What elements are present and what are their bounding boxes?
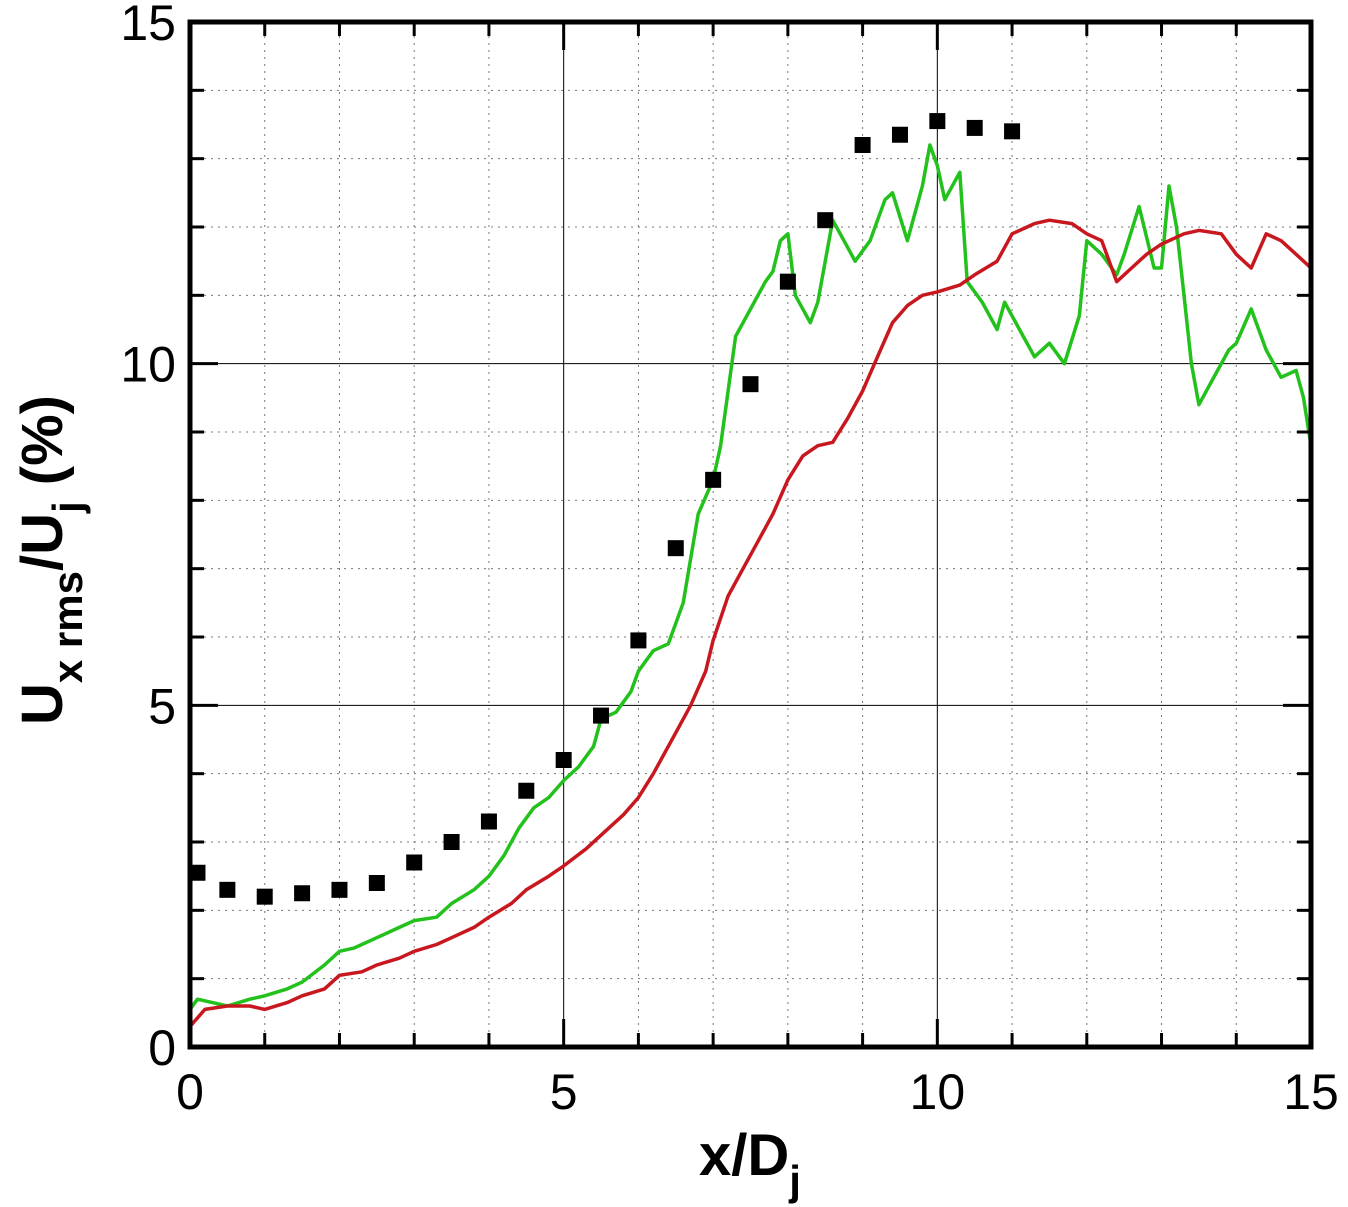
y-tick-label: 5 — [148, 678, 176, 734]
data-point-marker — [518, 782, 535, 799]
plot-frame — [187, 19, 1314, 1050]
y-axis-title-u1: U — [10, 683, 75, 725]
data-point-marker — [593, 707, 610, 724]
y-axis-title-sub1: x rms — [44, 571, 91, 683]
data-point-marker — [443, 834, 460, 850]
data-point-marker — [331, 881, 348, 898]
series-line-1 — [188, 143, 1313, 1011]
x-tick-label: 10 — [910, 1064, 966, 1120]
data-point-marker — [742, 376, 759, 393]
y-axis-title-mid: /U — [10, 513, 75, 571]
series-layer — [188, 113, 1313, 1028]
data-point-marker — [219, 881, 236, 898]
y-tick-label: 10 — [120, 337, 176, 393]
data-point-marker — [854, 137, 871, 153]
x-axis-title-sub: j — [788, 1157, 801, 1204]
data-point-marker — [779, 273, 796, 290]
series-line-2 — [188, 218, 1313, 1028]
data-point-marker — [480, 813, 497, 830]
major-grid — [190, 22, 1311, 1047]
data-point-marker — [1004, 123, 1021, 140]
y-axis-title: Ux rms/Uj (%) — [10, 395, 91, 725]
data-point-marker — [406, 854, 423, 871]
minor-grid — [190, 22, 1311, 1047]
data-point-marker — [630, 632, 647, 649]
data-point-marker — [189, 864, 206, 881]
y-axis-title-sub2: j — [44, 501, 91, 514]
data-point-marker — [929, 113, 946, 130]
data-point-marker — [966, 119, 983, 136]
data-point-marker — [667, 540, 684, 557]
tick-labels: 0 5 10 15 0 5 10 15 — [120, 0, 1338, 1120]
data-point-marker — [294, 885, 311, 902]
data-point-marker — [368, 875, 385, 891]
x-tick-label: 5 — [550, 1064, 578, 1120]
x-tick-label: 15 — [1283, 1064, 1339, 1120]
y-tick-label: 15 — [120, 0, 176, 51]
x-axis-title: x/Dj — [699, 1123, 801, 1204]
data-point-marker — [705, 471, 722, 488]
data-point-marker — [817, 212, 834, 229]
axis-ticks — [188, 20, 1313, 1049]
data-point-marker — [891, 126, 908, 143]
data-point-marker — [555, 752, 572, 768]
y-axis-title-tail: (%) — [10, 395, 75, 501]
data-point-marker — [256, 888, 273, 905]
x-tick-label: 0 — [176, 1064, 204, 1120]
x-axis-title-main: x/D — [699, 1123, 789, 1188]
y-tick-label: 0 — [148, 1020, 176, 1076]
